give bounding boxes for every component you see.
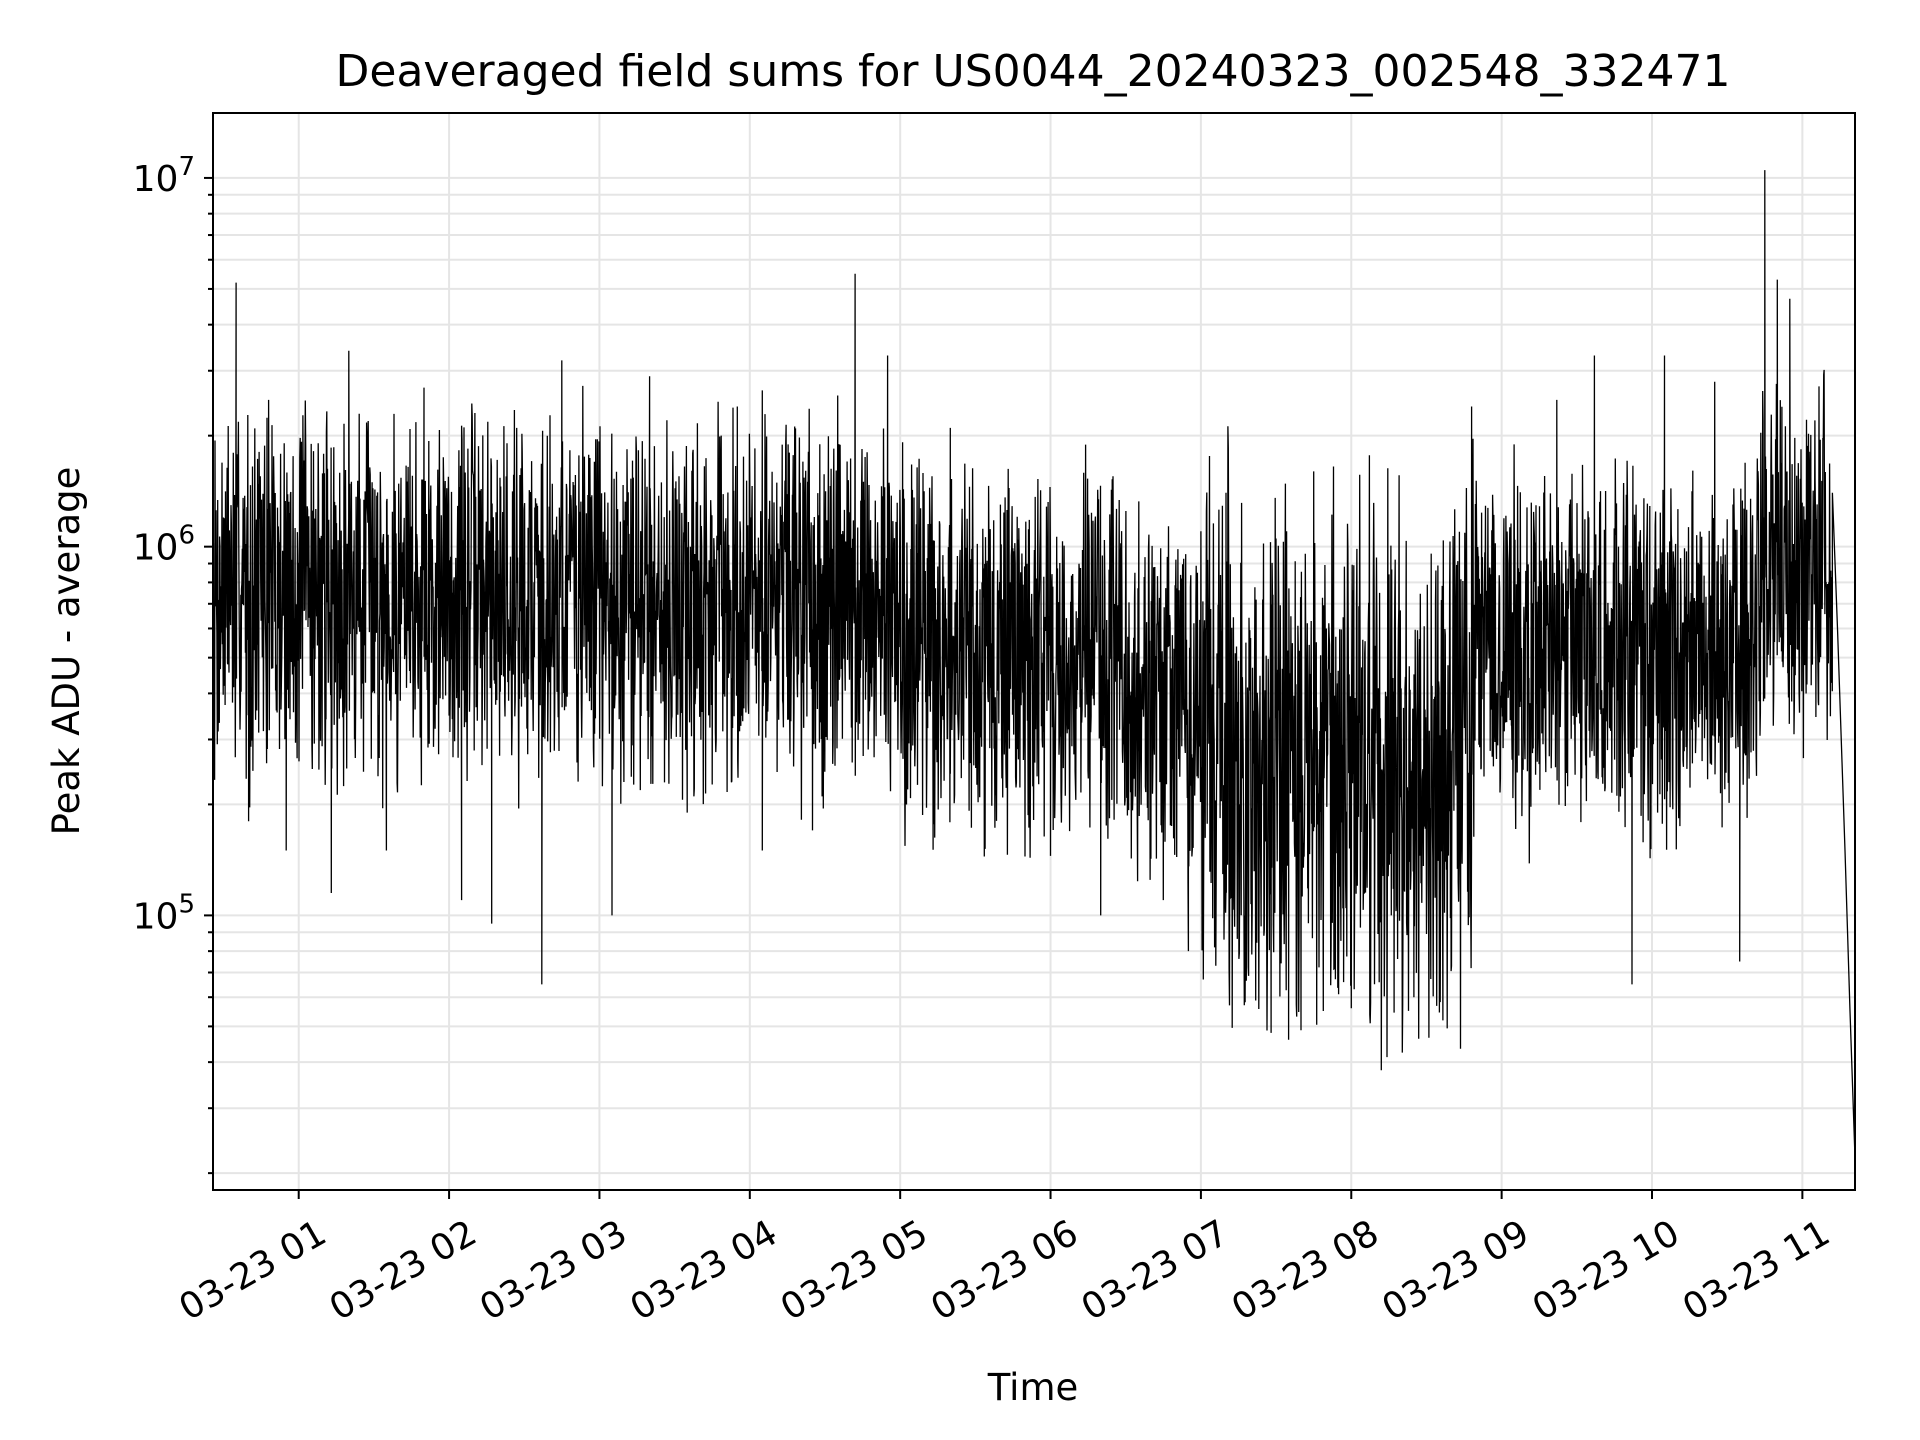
series-line bbox=[212, 170, 1856, 1158]
plot-frame bbox=[212, 112, 1856, 1191]
x-tick-label: 03-23 03 bbox=[473, 1213, 634, 1329]
x-tick-label: 03-23 05 bbox=[774, 1213, 935, 1329]
x-axis-label: Time bbox=[987, 1366, 1079, 1409]
y-tick-label: 107 bbox=[133, 152, 195, 200]
chart-title: Deaveraged field sums for US0044_2024032… bbox=[336, 46, 1731, 97]
y-tick-label: 106 bbox=[133, 521, 195, 569]
y-axis: 105 106 107 bbox=[133, 152, 213, 1175]
x-tick-label: 03-23 09 bbox=[1375, 1213, 1536, 1329]
x-tick-label: 03-23 07 bbox=[1075, 1213, 1236, 1329]
x-tick-label: 03-23 02 bbox=[323, 1213, 484, 1329]
x-tick-label: 03-23 11 bbox=[1676, 1213, 1837, 1329]
y-axis-label: Peak ADU - average bbox=[45, 467, 88, 836]
series-layer bbox=[212, 170, 1856, 1158]
y-tick-label: 105 bbox=[133, 889, 195, 937]
x-tick-label: 03-23 10 bbox=[1526, 1213, 1687, 1329]
x-tick-label: 03-23 01 bbox=[173, 1213, 334, 1329]
x-tick-label: 03-23 08 bbox=[1225, 1213, 1386, 1329]
x-tick-label: 03-23 04 bbox=[624, 1213, 785, 1329]
x-tick-label: 03-23 06 bbox=[924, 1213, 1085, 1329]
